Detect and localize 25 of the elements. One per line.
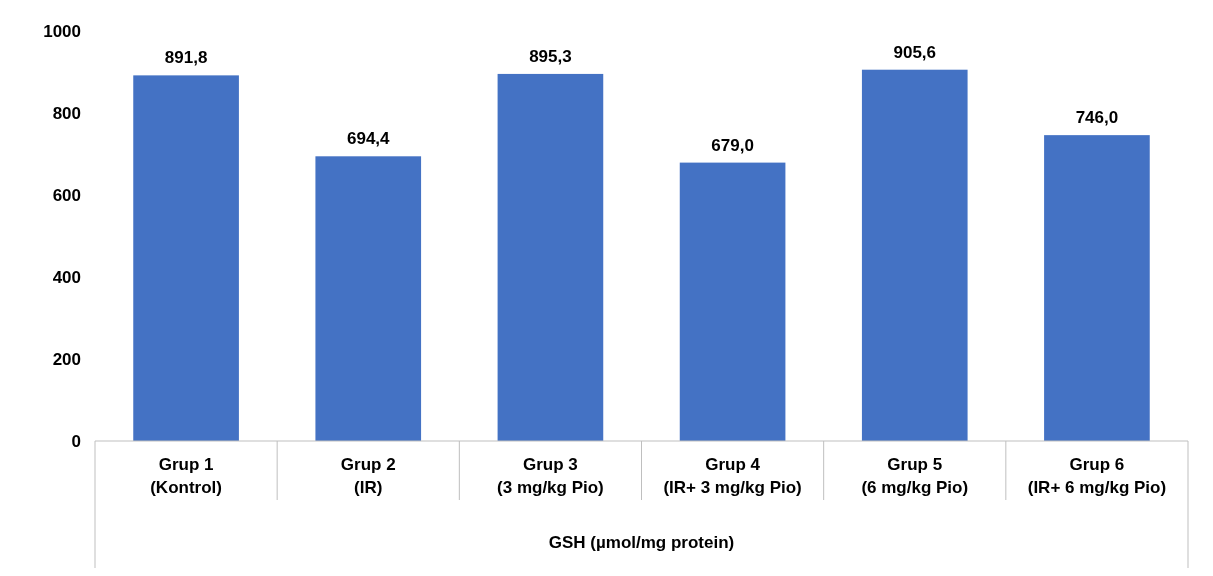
y-tick-label: 1000 <box>43 21 81 41</box>
x-axis-title: GSH (µmol/mg protein) <box>548 533 735 552</box>
x-tick-label: Grup 3 (3 mg/kg Pio) <box>497 455 604 497</box>
bar <box>315 156 422 441</box>
bar <box>497 73 604 441</box>
y-tick-label: 200 <box>52 349 81 369</box>
x-tick-label: Grup 5 (6 mg/kg Pio) <box>861 455 969 497</box>
bar <box>1044 135 1150 441</box>
data-label: 905,6 <box>893 42 937 62</box>
y-tick-label: 0 <box>71 431 81 451</box>
bar <box>679 162 786 441</box>
data-label: 746,0 <box>1075 108 1119 128</box>
bar <box>861 69 968 441</box>
data-label: 679,0 <box>711 135 754 155</box>
data-label: 895,3 <box>529 46 572 66</box>
x-tick-label: Grup 2 (IR) <box>340 455 396 497</box>
x-tick-label: Grup 1 (Kontrol) <box>150 455 222 497</box>
x-tick-label: Grup 6 (IR+ 6 mg/kg Pio) <box>1027 455 1167 497</box>
x-tick-label: Grup 4 (IR+ 3 mg/kg Pio) <box>663 455 802 497</box>
data-label: 891,8 <box>164 48 208 68</box>
bar <box>133 75 239 441</box>
y-tick-label: 400 <box>52 267 81 287</box>
data-label: 694,4 <box>346 129 391 149</box>
y-tick-label: 600 <box>52 185 81 205</box>
y-tick-label: 800 <box>52 103 81 123</box>
